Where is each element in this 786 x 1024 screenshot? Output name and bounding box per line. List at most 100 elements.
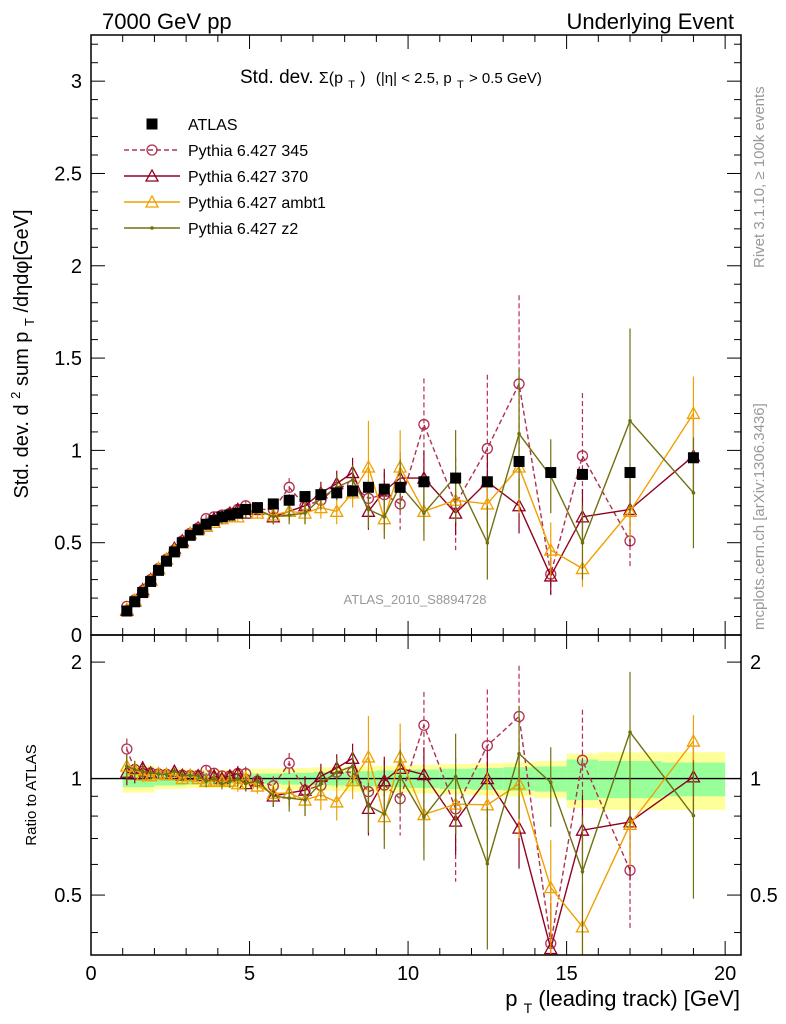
plot-title-cuts-end: > 0.5 GeV) — [469, 70, 542, 87]
ratio-point — [255, 779, 260, 783]
ratio-point — [125, 764, 129, 768]
atlas-data — [121, 452, 699, 617]
legend-marker — [144, 168, 160, 182]
data-point — [485, 540, 490, 545]
ratio-point — [543, 880, 558, 894]
legend-label: Pythia 6.427 345 — [188, 143, 308, 160]
ratio-point — [196, 773, 200, 778]
ratio-point — [580, 869, 585, 874]
y-tick-label: 0.5 — [54, 533, 82, 555]
atlas-point — [184, 529, 196, 541]
ratio-point — [319, 781, 323, 785]
ratio-point — [164, 772, 169, 777]
ratio-panel-series — [119, 665, 701, 955]
data-point — [303, 511, 307, 515]
series-0-top — [121, 295, 636, 613]
atlas-point — [224, 509, 236, 521]
atlas-point — [299, 491, 311, 503]
x-tick-label: 15 — [555, 963, 577, 985]
ratio-point — [172, 769, 177, 774]
legend-marker — [144, 194, 160, 208]
x-tick-label: 20 — [714, 963, 736, 985]
legend-label: Pythia 6.427 ambt1 — [188, 195, 326, 212]
atlas-point — [251, 502, 263, 514]
ratio-point — [180, 773, 185, 778]
bottom-panel-frame — [90, 634, 742, 956]
ratio-point — [576, 754, 589, 766]
ratio-point — [382, 812, 387, 816]
data-point — [329, 503, 344, 517]
ratio-point — [548, 780, 553, 785]
atlas-point — [168, 546, 180, 558]
ratio-point — [132, 767, 137, 772]
plot-title-sigma: Σ(p — [319, 70, 343, 87]
data-point — [686, 406, 701, 420]
ratio-point — [361, 749, 376, 763]
ratio-point — [517, 751, 521, 756]
ratio-point — [135, 767, 150, 781]
series-line — [126, 419, 694, 610]
y-tick-label: 1.5 — [54, 348, 82, 370]
y-axis-title-bottom: Ratio to ATLAS — [23, 744, 40, 845]
ratio-tick-label-left: 1 — [71, 769, 82, 791]
legend-entry-0: ATLAS — [146, 117, 238, 134]
atlas-point — [362, 481, 374, 493]
atlas-point — [137, 587, 149, 599]
ratio-point — [418, 719, 430, 731]
data-point — [580, 540, 585, 545]
atlas-point — [576, 468, 588, 480]
ratio-point — [243, 781, 248, 786]
data-point — [283, 481, 295, 493]
y-tick-label: 2.5 — [54, 163, 82, 185]
legend-label: ATLAS — [188, 117, 238, 134]
y-tick-label: 1 — [71, 440, 82, 462]
ratio-point — [313, 787, 328, 801]
atlas-point — [216, 511, 228, 523]
atlas-point — [545, 467, 557, 479]
data-point — [691, 491, 696, 495]
legend-entry-1: Pythia 6.427 345 — [124, 143, 308, 160]
atlas-point — [232, 507, 244, 519]
atlas-point — [418, 476, 430, 488]
legend-marker — [150, 226, 154, 230]
atlas-point — [481, 476, 493, 488]
data-point — [628, 419, 632, 423]
ratio-point — [236, 776, 240, 781]
ratio-point — [287, 796, 291, 800]
x-title-sub: T — [524, 1000, 533, 1016]
data-point — [422, 511, 426, 515]
x-axis-title: p T (leading track) [GeV] — [505, 986, 740, 1018]
ratio-point — [453, 774, 458, 779]
top-panel-series — [119, 295, 701, 617]
plot-title-close: ) — [360, 70, 365, 87]
ratio-point — [148, 771, 153, 775]
ratio-point — [220, 782, 224, 786]
series-2-ratio — [119, 715, 701, 955]
data-point — [271, 515, 276, 519]
ratio-tick-label-left: 0.5 — [54, 885, 82, 907]
ratio-point — [250, 778, 265, 792]
atlas-point — [192, 524, 204, 536]
series-line — [126, 455, 694, 611]
mcplots-label: mcplots.cern.ch [arXiv:1306.3436] — [751, 403, 768, 630]
data-point — [622, 503, 638, 517]
plot-title: Std. dev. Σ(p T ) (|η| < 2.5, p T > 0.5 … — [240, 67, 542, 93]
ratio-point — [212, 776, 216, 781]
ratio-point — [398, 774, 402, 779]
ratio-point — [628, 730, 632, 734]
ratio-point — [691, 813, 696, 818]
data-point — [382, 515, 387, 519]
plot-title-cuts-sub: T — [457, 79, 464, 91]
y-title-sub: T — [22, 318, 37, 326]
ratio-point — [121, 743, 133, 755]
y-title-end: /dηdφ[GeV] — [11, 209, 33, 312]
ratio-tick-label-left: 2 — [71, 652, 82, 674]
ratio-point — [622, 817, 638, 831]
legend-entry-4: Pythia 6.427 z2 — [124, 221, 298, 238]
legend-marker — [146, 144, 158, 156]
data-point — [481, 442, 493, 455]
y-title-sup: 2 — [8, 392, 23, 399]
ratio-series-line — [126, 730, 694, 874]
ratio-point — [686, 733, 701, 747]
x-tick-label: 10 — [397, 963, 419, 985]
